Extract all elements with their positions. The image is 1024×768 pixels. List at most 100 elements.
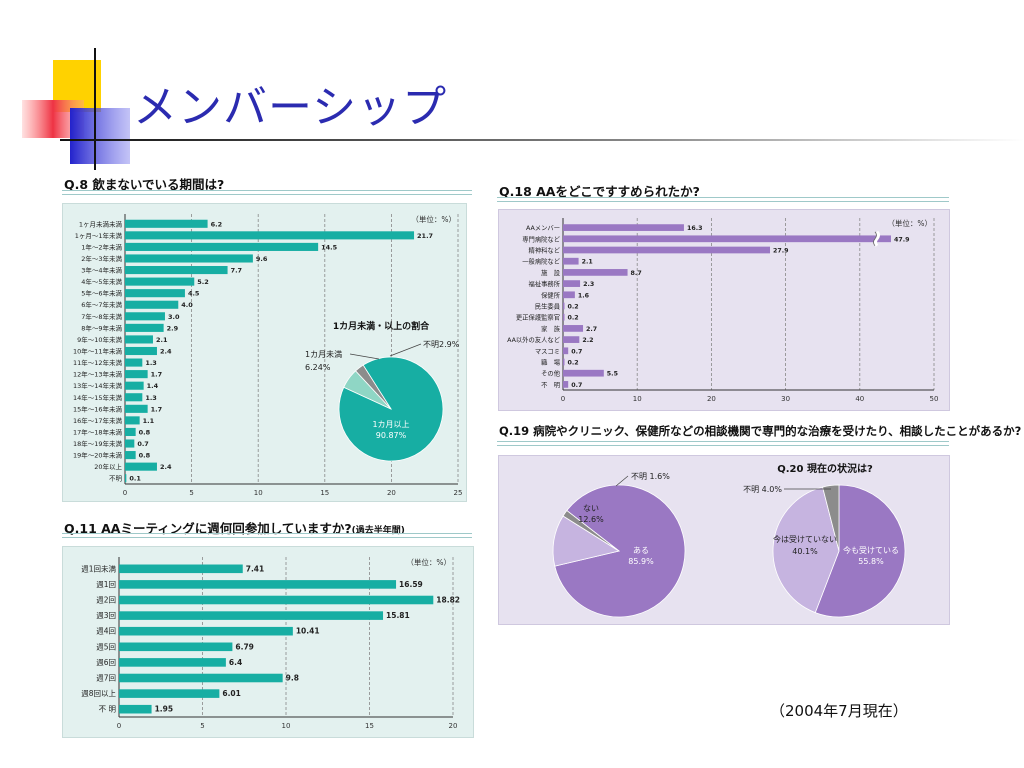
q11-category-label: 週4回 — [96, 627, 116, 636]
q11-tick-label: 15 — [365, 722, 374, 730]
q11-value-label: 1.95 — [155, 705, 174, 714]
q8-category-label: 3年〜4年未満 — [81, 266, 122, 275]
q18-value-label: 2.1 — [582, 259, 593, 266]
q20-pie-label: 今は受けていない — [773, 534, 837, 544]
q8-bar — [125, 381, 144, 390]
q18-value-label: 2.7 — [586, 326, 597, 333]
q20-pie-slice — [822, 484, 840, 552]
q11-bar — [119, 580, 397, 589]
q19-pie-label: 不明 1.6% — [631, 472, 670, 481]
q11-tick-label: 20 — [449, 722, 458, 730]
q18-category-label: 福祉事務所 — [529, 279, 561, 288]
q18-value-label: 0.2 — [567, 304, 578, 311]
q18-tick-label: 50 — [930, 395, 939, 403]
q18-value-label: 1.6 — [578, 292, 590, 299]
q8-value-label: 0.8 — [139, 428, 151, 436]
q18-title-rule — [497, 197, 949, 202]
slide-logo-decoration — [22, 48, 140, 170]
q20-title: Q.20 現在の状況は? — [777, 462, 873, 475]
q8-value-label: 1.3 — [145, 394, 157, 402]
q11-value-label: 10.41 — [296, 627, 320, 636]
q8-bar — [125, 335, 153, 344]
q11-value-label: 6.01 — [222, 689, 241, 698]
q8-category-label: 13年〜14年未満 — [73, 381, 123, 390]
q18-category-label: 専門病院など — [522, 234, 560, 243]
q11-category-label: 週2回 — [96, 596, 116, 605]
q11-value-label: 7.41 — [246, 564, 265, 573]
q11-category-label: 週1回未満 — [81, 563, 116, 573]
q18-value-label: 16.3 — [687, 225, 703, 232]
q8-bar — [125, 312, 165, 321]
q8-pie-value: 90.87% — [376, 431, 407, 440]
q11-tick-label: 0 — [117, 722, 121, 730]
q18-category-label: 職 場 — [541, 358, 561, 367]
q8-bar — [125, 323, 164, 332]
q8-bar — [125, 277, 195, 286]
q8-bar — [125, 300, 179, 309]
q8-value-label: 0.1 — [129, 475, 141, 483]
q18-category-label: 精神科など — [529, 246, 561, 255]
q8-value-label: 1.4 — [147, 382, 159, 390]
q18-bar — [563, 302, 565, 310]
q8-bar-chart: 0 5 10 15 20 25 （単位：%） 1ヶ月未満未満 6.2 1ヶ月〜1年未満 21.7 1年… — [73, 214, 462, 497]
q18-bar — [563, 291, 575, 299]
q19-pie-label: ない — [583, 504, 599, 513]
q11-tick-label: 5 — [200, 722, 204, 730]
q8-bar — [125, 254, 253, 263]
q20-pie-slice — [772, 486, 840, 614]
q18-bar — [563, 347, 569, 355]
q8-category-label: 17年〜18年未満 — [73, 427, 123, 436]
q8-tick-label: 20 — [387, 489, 396, 497]
q18-bar — [563, 358, 565, 366]
q8-category-label: 1ヶ月未満未満 — [79, 219, 123, 228]
q20-pie-value: 40.1% — [792, 547, 818, 556]
date-note: （2004年7月現在） — [770, 702, 908, 720]
q18-value-label: 8.7 — [631, 270, 642, 277]
q18-category-label: マスコミ — [535, 347, 560, 355]
q8-bar — [125, 474, 127, 483]
q11-category-label: 不 明 — [99, 705, 116, 714]
q20-pie-label: 今も受けている — [843, 545, 899, 555]
q19-pie-leader — [615, 475, 629, 487]
q18-category-label: その他 — [541, 369, 561, 378]
q8-bar — [125, 416, 140, 425]
q19-pie-value: 85.9% — [628, 557, 654, 566]
q11-bar — [119, 595, 434, 605]
q18-category-label: 民生委員 — [535, 302, 561, 311]
q8-value-label: 0.8 — [139, 452, 151, 460]
q8-bar — [125, 358, 143, 367]
q11-bar — [119, 626, 293, 636]
q8-bar — [125, 289, 185, 298]
q19-title-rule — [497, 441, 949, 446]
q18-axis-break — [873, 230, 880, 247]
q18-category-label: 更正保護監察官 — [516, 313, 560, 322]
q8-pie-label: 1カ月以上 — [372, 420, 409, 429]
q8-value-label: 4.5 — [188, 290, 200, 298]
q18-bar — [563, 235, 891, 243]
q8-category-label: 5年〜6年未満 — [81, 289, 122, 298]
q8-pie-value: 6.24% — [305, 363, 331, 372]
q8-category-label: 19年〜20年未満 — [73, 451, 123, 460]
q8-category-label: 1ヶ月〜1年未満 — [75, 231, 123, 240]
q11-category-label: 週6回 — [96, 658, 116, 667]
q11-value-label: 15.81 — [386, 611, 410, 620]
q8-value-label: 2.4 — [160, 463, 172, 471]
q11-value-label: 6.4 — [229, 658, 242, 667]
q8-value-label: 2.4 — [160, 348, 172, 356]
q18-value-label: 5.5 — [607, 371, 618, 378]
q8-category-label: 8年〜9年未満 — [81, 323, 122, 332]
q8-unit-label: （単位：%） — [411, 214, 456, 224]
q11-category-label: 週8回以上 — [81, 689, 116, 698]
q19-q20-pie-charts: Q.20 現在の状況は? ある 85.9% ない 12.6% 不明 1.6% 今も受けている… — [552, 462, 906, 618]
q11-title: Q.11 AAミーティングに週何回参加していますか? — [64, 521, 352, 536]
q8-bar — [125, 462, 157, 471]
q11-bar — [119, 564, 243, 574]
q18-bar — [563, 269, 628, 276]
q8-category-label: 不明 — [109, 475, 123, 483]
q8-bar — [125, 265, 228, 275]
q11-category-label: 週3回 — [96, 611, 116, 620]
q11-value-label: 18.82 — [436, 596, 460, 605]
q8-tick-label: 10 — [254, 489, 263, 497]
q8-category-label: 15年〜16年未満 — [73, 404, 123, 413]
q18-value-label: 0.2 — [567, 360, 578, 367]
